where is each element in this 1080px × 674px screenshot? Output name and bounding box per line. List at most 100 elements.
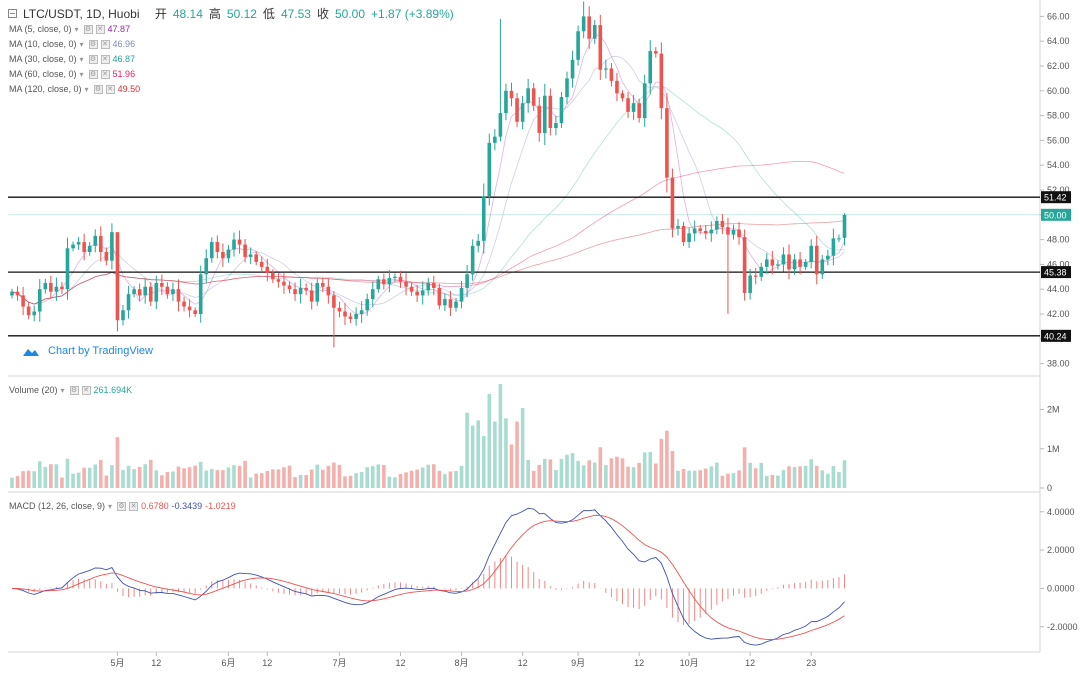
- settings-icon[interactable]: ⚙: [117, 501, 127, 511]
- volume-legend[interactable]: Volume (20) ▾ ⚙ ✕ 261.694K: [9, 385, 132, 395]
- candle-body: [76, 242, 81, 245]
- candle-body: [742, 237, 747, 293]
- close-icon[interactable]: ✕: [95, 24, 105, 34]
- time-tick-label: 9月: [571, 658, 585, 668]
- price-tick-label: 44.00: [1047, 284, 1070, 294]
- volume-bar: [376, 464, 381, 488]
- close-icon[interactable]: ✕: [129, 501, 139, 511]
- chevron-down-icon[interactable]: ▾: [74, 24, 79, 34]
- ma30-label: MA (30, close, 0): [9, 54, 77, 64]
- volume-bar: [132, 469, 136, 488]
- candle-body: [49, 283, 53, 292]
- volume-bar: [87, 467, 92, 488]
- macd-line: [11, 507, 845, 646]
- close-label: 收: [316, 7, 329, 21]
- candle-body: [60, 286, 64, 290]
- volume-bar: [93, 464, 98, 488]
- volume-bar: [337, 464, 342, 488]
- volume-bar: [665, 430, 669, 488]
- volume-bar: [243, 460, 247, 488]
- volume-bar: [681, 468, 686, 488]
- settings-icon[interactable]: ⚙: [88, 69, 98, 79]
- candle-body: [409, 286, 414, 292]
- volume-bar: [182, 468, 186, 488]
- close-value: 50.00: [334, 6, 366, 21]
- candle-body: [54, 286, 59, 292]
- settings-icon[interactable]: ⚙: [88, 39, 98, 49]
- volume-bar: [104, 475, 109, 488]
- volume-bar: [415, 469, 419, 488]
- time-tick-label: 12: [395, 658, 405, 668]
- chevron-down-icon[interactable]: ▾: [108, 501, 113, 511]
- candle-body: [365, 299, 369, 311]
- volume-bar: [498, 384, 503, 488]
- volume-bar: [393, 477, 397, 488]
- volume-bar: [10, 477, 14, 488]
- volume-bar: [465, 412, 469, 488]
- candle-body: [121, 310, 125, 321]
- settings-icon[interactable]: ⚙: [93, 84, 103, 94]
- volume-bar: [720, 475, 725, 488]
- close-icon[interactable]: ✕: [100, 69, 110, 79]
- volume-bar: [176, 466, 181, 488]
- candle-body: [803, 261, 808, 267]
- ma10-legend[interactable]: MA (10, close, 0) ▾ ⚙ ✕ 46.96: [9, 39, 135, 49]
- candle-body: [104, 252, 109, 261]
- volume-bar: [615, 456, 619, 488]
- chevron-down-icon[interactable]: ▾: [79, 69, 84, 79]
- chevron-down-icon[interactable]: ▾: [79, 39, 84, 49]
- volume-bar: [703, 468, 708, 488]
- time-tick-label: 8月: [455, 658, 469, 668]
- volume-bar: [271, 469, 275, 488]
- collapse-icon[interactable]: [8, 9, 17, 18]
- volume-bar: [226, 467, 231, 488]
- volume-bar: [148, 459, 153, 488]
- candle-body: [309, 290, 314, 302]
- chevron-down-icon[interactable]: ▾: [84, 84, 89, 94]
- volume-bar: [215, 470, 220, 488]
- candle-body: [659, 53, 664, 109]
- chevron-down-icon[interactable]: ▾: [60, 385, 65, 395]
- candle-body: [343, 311, 347, 317]
- ma30-legend[interactable]: MA (30, close, 0) ▾ ⚙ ✕ 46.87: [9, 54, 135, 64]
- volume-bar: [576, 460, 580, 488]
- candle-body: [354, 314, 358, 319]
- volume-bar: [742, 447, 747, 488]
- candle-body: [681, 225, 686, 243]
- volume-bar: [820, 470, 825, 488]
- volume-bar: [631, 467, 636, 488]
- volume-bar: [304, 475, 308, 488]
- close-icon[interactable]: ✕: [100, 39, 110, 49]
- close-icon[interactable]: ✕: [100, 54, 110, 64]
- close-icon[interactable]: ✕: [81, 385, 91, 395]
- volume-bar: [210, 468, 214, 488]
- candle-body: [692, 228, 697, 234]
- candle-body: [404, 281, 408, 287]
- high-value: 50.12: [226, 6, 257, 21]
- macd-legend[interactable]: MACD (12, 26, close, 9) ▾ ⚙ ✕ 0.6780 -0.34…: [9, 501, 236, 511]
- volume-bar: [160, 475, 164, 488]
- volume-bar: [581, 465, 586, 488]
- tradingview-watermark[interactable]: Chart by TradingView: [22, 345, 153, 357]
- volume-bar: [65, 458, 70, 488]
- settings-icon[interactable]: ⚙: [69, 385, 79, 395]
- volume-bar: [259, 473, 264, 488]
- candle-body: [99, 235, 103, 252]
- volume-bar: [548, 459, 553, 488]
- volume-bar: [404, 472, 408, 488]
- volume-bar: [326, 465, 331, 488]
- candle-body: [737, 229, 741, 238]
- settings-icon[interactable]: ⚙: [83, 24, 93, 34]
- close-icon[interactable]: ✕: [105, 84, 115, 94]
- ma5-legend[interactable]: MA (5, close, 0) ▾ ⚙ ✕ 47.87: [9, 24, 130, 34]
- settings-icon[interactable]: ⚙: [88, 54, 98, 64]
- ma120-legend[interactable]: MA (120, close, 0) ▾ ⚙ ✕ 49.50: [9, 84, 140, 94]
- chevron-down-icon[interactable]: ▾: [79, 54, 84, 64]
- candle-body: [398, 276, 403, 282]
- volume-bar: [837, 472, 841, 488]
- candle-body: [271, 273, 275, 280]
- macd-label: MACD (12, 26, close, 9): [9, 501, 106, 511]
- ma60-legend[interactable]: MA (60, close, 0) ▾ ⚙ ✕ 51.96: [9, 69, 135, 79]
- volume-bar: [626, 466, 630, 488]
